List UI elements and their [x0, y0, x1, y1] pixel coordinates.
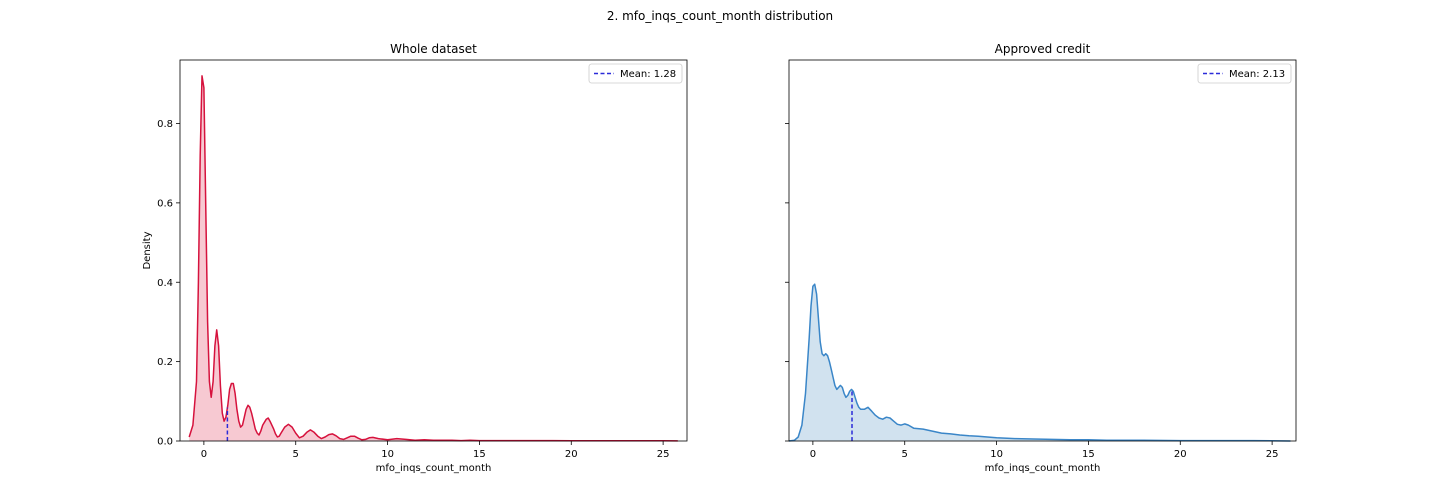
axis-ticks-whole-dataset: 0 5 10 15 20 25 0.0 0.2 0.4 0.6 0.8 [157, 119, 669, 460]
panel-title-whole-dataset: Whole dataset [390, 42, 477, 56]
y-tick-label: 0.8 [157, 119, 173, 130]
figure-suptitle: 2. mfo_inqs_count_month distribution [607, 9, 833, 23]
x-tick-label: 0 [810, 449, 816, 460]
x-tick-label: 10 [990, 449, 1003, 460]
x-axis-label-whole-dataset: mfo_inqs_count_month [376, 463, 492, 474]
density-fill-whole-dataset [189, 75, 678, 442]
legend-mean-label: Mean: 1.28 [620, 69, 676, 80]
axes-frame-whole-dataset [179, 59, 688, 442]
axis-ticks-approved-credit: 0 5 10 15 20 25 [785, 123, 1279, 460]
x-tick-label: 5 [293, 449, 299, 460]
x-tick-label: 10 [381, 449, 394, 460]
x-tick-label: 15 [1082, 449, 1095, 460]
x-tick-label: 25 [657, 449, 670, 460]
axes-frame-approved-credit [788, 59, 1297, 442]
panel-title-approved-credit: Approved credit [995, 42, 1091, 56]
density-line-approved-credit [788, 283, 1291, 442]
x-tick-label: 5 [902, 449, 908, 460]
y-tick-label: 0.0 [157, 437, 173, 448]
x-axis-label-approved-credit: mfo_inqs_count_month [985, 463, 1101, 474]
y-tick-label: 0.6 [157, 198, 173, 209]
panel-approved-credit: Approved credit mfo_inqs_count_month 0 5 1… [785, 42, 1297, 474]
x-tick-label: 25 [1266, 449, 1279, 460]
plot-area-approved-credit [788, 59, 1297, 442]
y-tick-label: 0.4 [157, 278, 173, 289]
x-tick-label: 20 [565, 449, 578, 460]
density-fill-approved-credit [789, 284, 1291, 441]
legend-whole-dataset: Mean: 1.28 [588, 63, 683, 84]
legend-mean-label: Mean: 2.13 [1229, 69, 1285, 80]
density-line-whole-dataset [188, 75, 678, 442]
plot-area-whole-dataset [179, 59, 688, 442]
x-tick-label: 0 [201, 449, 207, 460]
y-tick-label: 0.2 [157, 357, 173, 368]
legend-approved-credit: Mean: 2.13 [1197, 63, 1292, 84]
legend-box [588, 63, 683, 84]
legend-box [1197, 63, 1292, 84]
y-axis-label-whole-dataset: Density [142, 231, 153, 269]
x-tick-label: 15 [473, 449, 486, 460]
panel-whole-dataset: Whole dataset mfo_inqs_count_month Densi… [142, 42, 688, 474]
x-tick-label: 20 [1174, 449, 1187, 460]
